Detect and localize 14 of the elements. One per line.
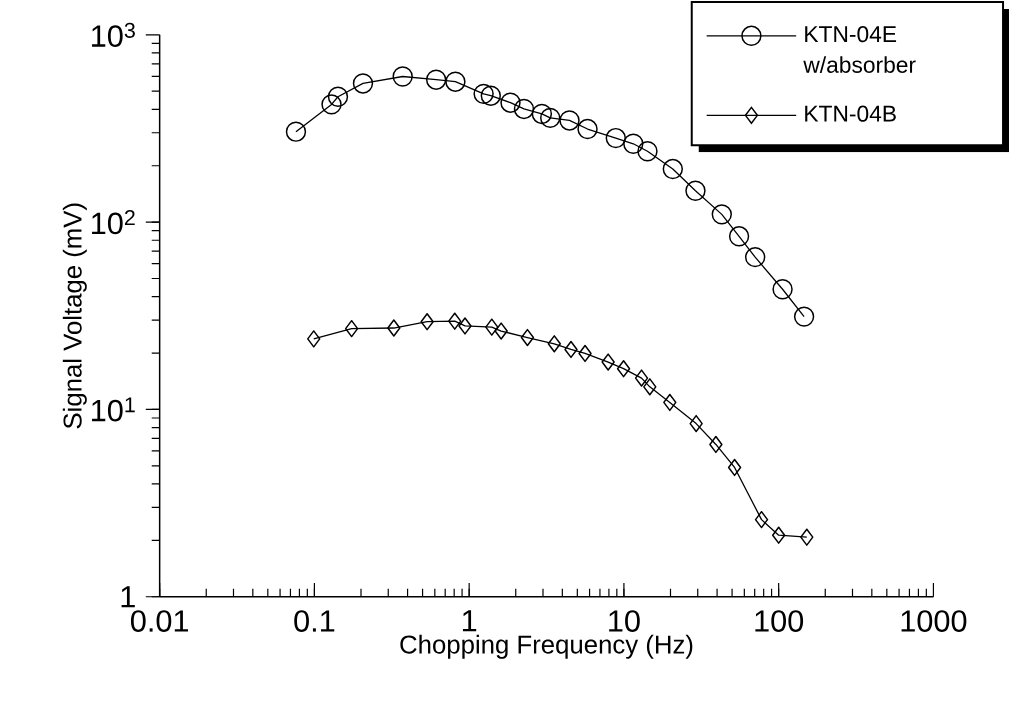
y-tick-label: 1 bbox=[121, 586, 135, 608]
x-tick-label: 1 bbox=[462, 610, 477, 632]
x-tick-label: 1000 bbox=[901, 610, 967, 632]
y-axis-title: Signal Voltage (mV) bbox=[62, 203, 87, 429]
x-tick-label: 10 bbox=[609, 610, 640, 632]
x-tick-label: 100 bbox=[755, 610, 804, 632]
legend-label: KTN-04B bbox=[805, 105, 896, 122]
y-tick-label: 10$^{3}$ bbox=[92, 22, 135, 47]
x-axis-title: Chopping Frequency (Hz) bbox=[400, 634, 693, 659]
x-tick-label: 0.1 bbox=[294, 610, 335, 632]
legend-label: KTN-04E w/absorber bbox=[803, 26, 916, 73]
y-tick-label: 10$^{1}$ bbox=[92, 397, 135, 422]
x-tick-label: 0.01 bbox=[130, 610, 189, 632]
y-tick-label: 10$^{2}$ bbox=[92, 209, 135, 235]
